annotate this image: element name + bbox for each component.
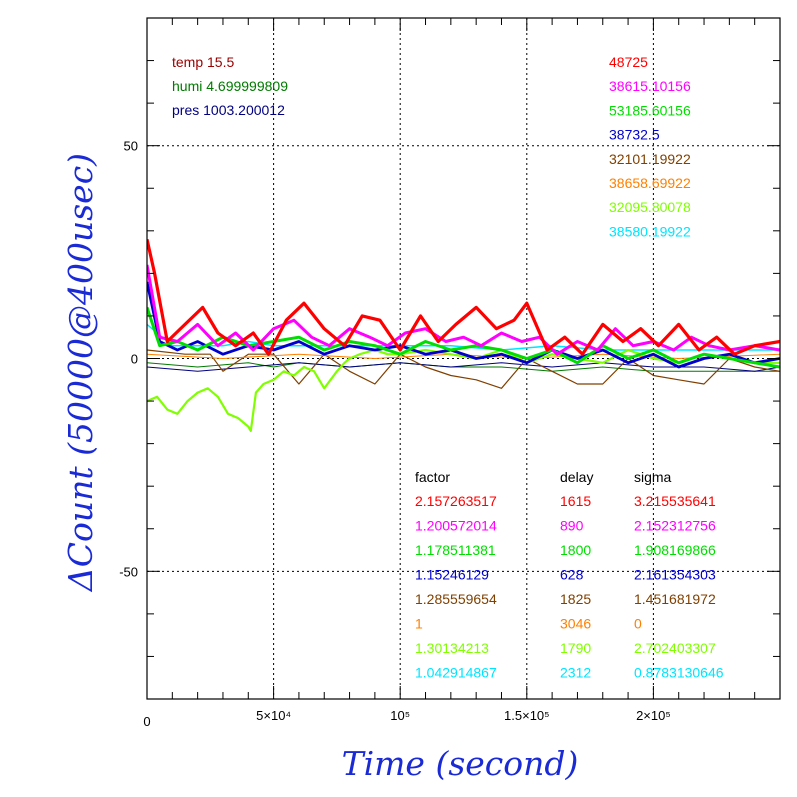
y-axis-label: ΔCount (50000@400usec) [61,153,100,593]
axis-ticks [146,17,781,700]
table-header-factor: factor [415,469,450,485]
environment-labels: temp 15.5 humi 4.699999809 pres 1003.20001… [172,54,288,118]
table-cell-factor: 1 [415,616,423,632]
series-line [147,238,780,356]
table-cell-factor: 1.285559654 [415,591,497,607]
table-cell-factor: 1.178511381 [415,542,496,558]
series-line [147,281,780,369]
table-cell-sigma: 2.702403307 [634,640,716,656]
table-cell-sigma: 2.152312756 [634,518,716,534]
y-tick-label: 0 [131,352,138,367]
table-header-sigma: sigma [634,469,672,485]
x-tick-label: 0 [143,714,150,729]
table-cell-factor: 2.157263517 [415,493,497,509]
tick-labels: 0 5×10⁴ 10⁵ 1.5×10⁵ 2×10⁵ -50 0 50 [119,139,671,729]
table-cell-delay: 890 [560,518,584,534]
table-header-delay: delay [560,469,593,485]
env-label: pres 1003.200012 [172,102,285,118]
series-line [147,306,780,369]
baseline-labels: 48725 38615.10156 53185.60156 38732.5 32101.… [609,54,691,239]
table-cell-sigma: 3.215535641 [634,493,716,509]
table-cell-factor: 1.042914867 [415,665,497,681]
parameter-table: factor delay sigma 2.157263517 1615 3.2155356… [415,469,724,681]
table-cell-delay: 1800 [560,542,591,558]
series-line [147,348,780,432]
y-tick-label: -50 [119,564,138,579]
series-line [147,264,780,356]
table-cell-delay: 3046 [560,616,591,632]
table-cell-delay: 1615 [560,493,591,509]
baseline-value: 48725 [609,54,648,70]
table-cell-sigma: 0.8783130646 [634,665,724,681]
x-axis-label: Time (second) [342,744,579,783]
env-label: temp 15.5 [172,54,234,70]
table-cell-sigma: 1.908169866 [634,542,716,558]
x-tick-label: 2×10⁵ [636,708,671,723]
table-cell-factor: 1.30134213 [415,640,489,656]
table-cell-sigma: 0 [634,616,642,632]
baseline-value: 38658.69922 [609,175,691,191]
baseline-value: 38732.5 [609,127,660,143]
table-cell-delay: 1790 [560,640,591,656]
series-line [147,349,780,389]
x-tick-label: 5×10⁴ [256,708,291,723]
table-cell-sigma: 1.451681972 [634,591,716,607]
baseline-value: 38615.10156 [609,78,691,94]
baseline-value: 32101.19922 [609,151,691,167]
series-line [147,362,780,372]
x-tick-label: 10⁵ [390,708,410,723]
y-tick-label: 50 [124,139,138,154]
baseline-value: 38580.19922 [609,223,691,239]
table-cell-delay: 1825 [560,591,591,607]
series-lines [147,238,780,432]
table-cell-delay: 2312 [560,665,591,681]
table-cell-factor: 1.15246129 [415,567,489,583]
baseline-value: 32095.80078 [609,199,691,215]
x-tick-label: 1.5×10⁵ [504,708,550,723]
env-label: humi 4.699999809 [172,78,288,94]
table-cell-delay: 628 [560,567,584,583]
table-cell-factor: 1.200572014 [415,518,497,534]
baseline-value: 53185.60156 [609,102,691,118]
table-cell-sigma: 2.161354303 [634,567,716,583]
